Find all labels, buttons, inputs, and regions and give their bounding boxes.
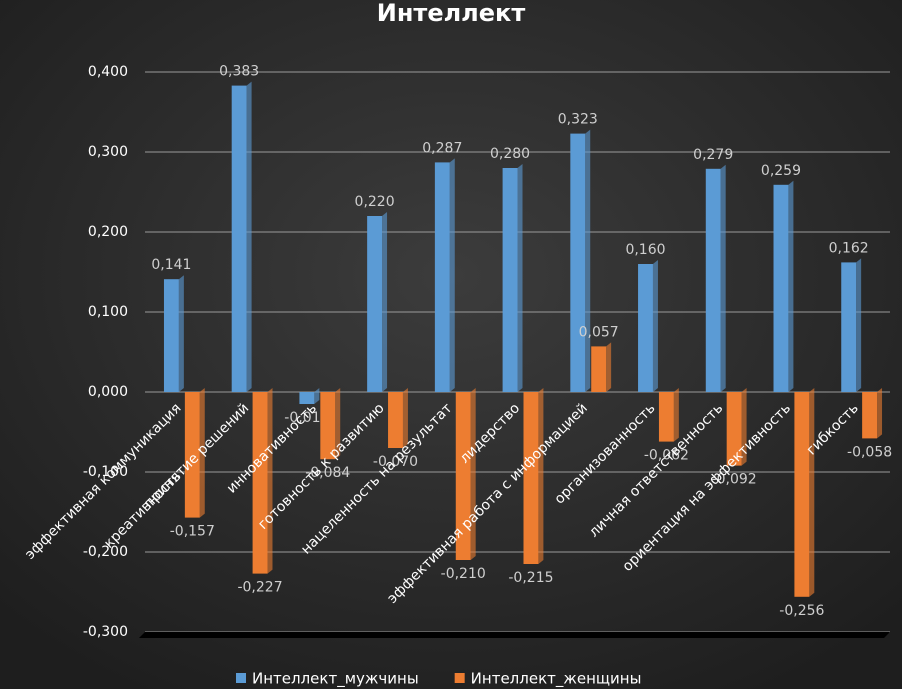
y-tick-label: 0,200 (88, 224, 128, 240)
value-label: -0,157 (170, 524, 215, 540)
legend-label: Интеллект_мужчины (252, 670, 419, 689)
bar (320, 392, 336, 460)
y-tick-label: 0,300 (88, 144, 128, 160)
value-label: 0,162 (829, 240, 869, 256)
bar-side (877, 388, 883, 439)
bar-side (809, 388, 815, 597)
bar (591, 346, 607, 392)
bar-side (382, 212, 388, 392)
bar-side (267, 388, 273, 574)
bar-side (402, 388, 408, 448)
chart-title: Интеллект (377, 0, 526, 27)
bar-side (314, 388, 320, 404)
bar-side (470, 388, 476, 560)
value-label: -0,227 (237, 580, 282, 596)
bar (570, 133, 586, 392)
bar-side (856, 258, 862, 392)
legend-label: Интеллект_женщины (471, 670, 642, 689)
value-label: -0,015 (284, 410, 329, 426)
value-label: -0,256 (779, 603, 824, 619)
bar (658, 392, 674, 442)
value-label: 0,057 (579, 324, 619, 340)
bar (434, 162, 450, 392)
y-tick-label: -0,300 (83, 624, 128, 640)
bar-side (720, 164, 726, 392)
bar (184, 392, 200, 518)
bar-side (741, 388, 747, 466)
value-label: 0,220 (355, 194, 395, 210)
value-label: 0,160 (625, 242, 665, 258)
bar (502, 168, 518, 392)
y-tick-label: 0,000 (88, 384, 128, 400)
value-label: -0,215 (508, 570, 553, 586)
value-label: 0,279 (693, 147, 733, 163)
bar-side (246, 81, 252, 392)
value-label: -0,210 (441, 566, 486, 582)
bar (638, 264, 653, 392)
bar-side (517, 164, 523, 392)
value-label: 0,259 (761, 163, 801, 179)
bar-side (199, 388, 205, 518)
bar-side (585, 129, 591, 392)
bar (252, 392, 268, 574)
bar (841, 262, 857, 392)
bar-side (538, 388, 544, 564)
bar (523, 392, 539, 564)
value-label: 0,280 (490, 146, 530, 162)
bar (231, 85, 247, 392)
value-label: 0,287 (422, 140, 462, 156)
bar-side (178, 275, 184, 392)
y-tick-label: 0,400 (88, 64, 128, 80)
value-label: -0,070 (373, 454, 418, 470)
y-tick-label: -0,200 (83, 544, 128, 560)
value-label: -0,058 (847, 444, 892, 460)
bar (367, 216, 383, 392)
y-tick-label: -0,100 (83, 464, 128, 480)
bar (705, 168, 721, 392)
value-label: -0,062 (644, 448, 689, 464)
legend-swatch (454, 673, 465, 683)
bar (773, 184, 789, 392)
floor (139, 632, 890, 638)
value-label: -0,092 (712, 472, 757, 488)
bar-side (606, 342, 612, 392)
bar (455, 392, 471, 560)
legend-swatch (236, 673, 246, 683)
bar-side (449, 158, 455, 392)
bar (299, 392, 315, 404)
bar (794, 392, 810, 597)
bar (163, 279, 179, 392)
value-label: 0,141 (151, 257, 191, 273)
y-tick-label: 0,100 (88, 304, 128, 320)
value-label: -0,084 (305, 465, 350, 481)
value-label: 0,323 (558, 112, 598, 128)
value-label: 0,383 (219, 64, 259, 80)
bar-side (788, 180, 794, 392)
bar (388, 392, 403, 448)
bar (862, 392, 878, 439)
bar-side (673, 388, 679, 442)
bar-side (335, 388, 341, 460)
bar (726, 392, 742, 466)
bar-side (652, 260, 658, 392)
